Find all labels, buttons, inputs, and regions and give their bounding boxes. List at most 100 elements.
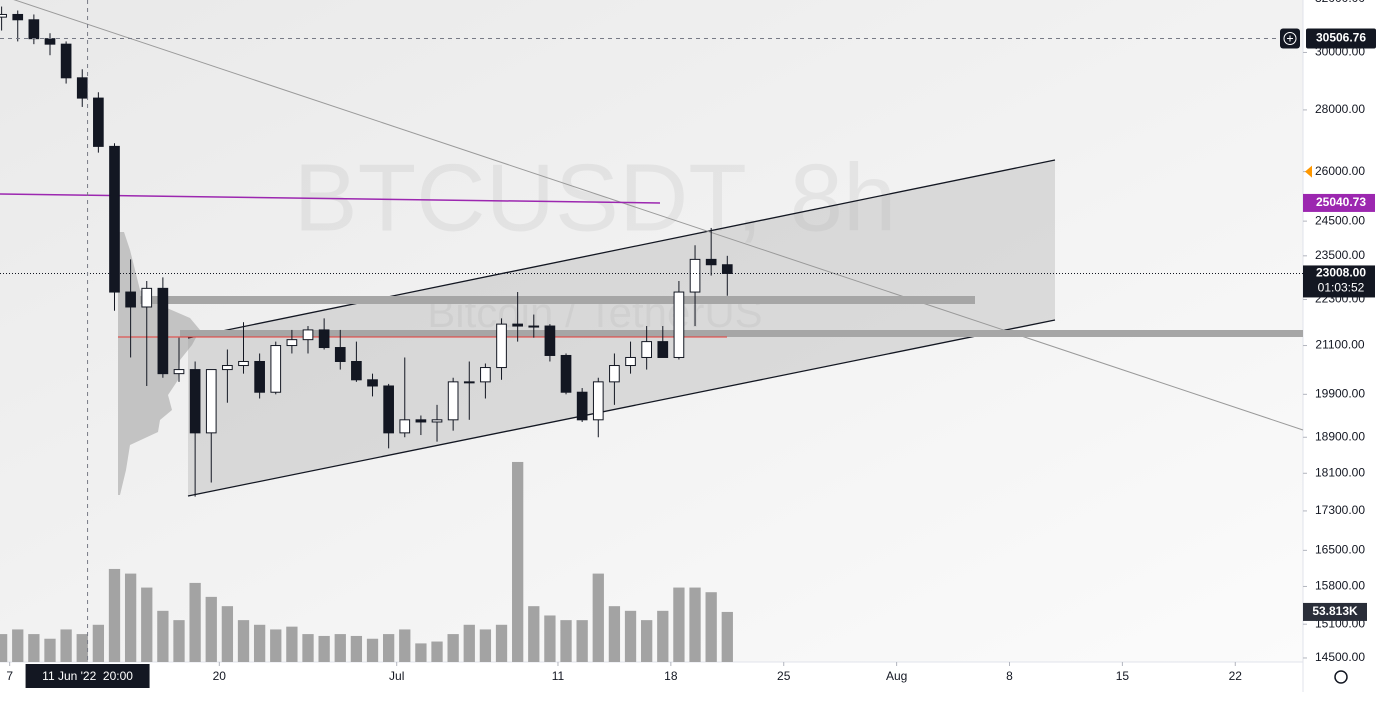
candle-body [609, 365, 620, 383]
volume-bar [641, 620, 653, 662]
candle-body [689, 258, 701, 293]
candle-body [109, 145, 120, 293]
volume-bar [221, 606, 234, 662]
x-tick-label: 7 [6, 669, 13, 683]
volume-bar [592, 573, 604, 662]
candle-body [673, 291, 685, 358]
candle-body [463, 381, 475, 384]
volume-bar [108, 568, 121, 662]
y-tick-label: 28000.00 [1315, 102, 1365, 116]
trend-line [13, 0, 1304, 431]
y-tick-label: 18100.00 [1315, 465, 1365, 479]
volume-bar [44, 638, 56, 662]
channel-lower [187, 319, 1056, 497]
candle-body [721, 264, 733, 274]
volume-bar [495, 624, 508, 662]
volume-bar [318, 635, 330, 662]
y-tick-label: 21100.00 [1315, 338, 1364, 352]
volume-bar [189, 582, 201, 662]
alert-marker [1305, 165, 1312, 178]
volume-bar [237, 620, 250, 662]
candle-body [480, 367, 491, 383]
volume-bar [302, 634, 314, 662]
volume-label: 53.813K [1312, 604, 1358, 618]
y-tick-label: 14500.00 [1315, 650, 1365, 664]
volume-bar [28, 634, 40, 662]
watermark: BTCUSDT, 8h [294, 144, 897, 251]
volume-bar [705, 592, 717, 662]
y-tick-label: 19900.00 [1315, 386, 1365, 400]
crosshair-price-label: 30506.76 [1316, 31, 1366, 45]
volume-bar [382, 634, 395, 662]
volume-bar [447, 634, 459, 662]
x-tick-label: 15 [1116, 669, 1130, 683]
y-tick-label: 17300.00 [1315, 503, 1365, 517]
volume-bar [270, 629, 282, 662]
candle-body [399, 419, 411, 434]
volume-bar [141, 587, 153, 662]
y-tick-label: 26000.00 [1315, 164, 1365, 178]
candle-body [383, 385, 394, 434]
candle-body [528, 325, 540, 328]
settings-icon[interactable] [1334, 670, 1348, 684]
last-price-label: 23008.00 [1316, 266, 1366, 280]
candle-body [415, 419, 427, 423]
volume-bar [624, 610, 637, 662]
candle-body [125, 291, 136, 308]
volume-bar [512, 461, 524, 662]
crosshair-time-label: 11 Jun '22 20:00 [42, 669, 133, 683]
candle-body [431, 419, 443, 423]
crosshair-price-box [1306, 28, 1376, 49]
volume-bar [431, 641, 443, 662]
last-price-box [1303, 265, 1375, 298]
volume-bar [657, 610, 669, 662]
add-icon [1283, 31, 1297, 45]
x-tick-label: 8 [1006, 669, 1013, 683]
volume-bar [12, 629, 24, 662]
volume-bar [721, 611, 733, 662]
countdown: 01:03:52 [1318, 281, 1365, 295]
volume-bar [673, 587, 685, 662]
volume-bar [544, 615, 556, 662]
volume-bar [205, 596, 217, 662]
series-layer: 32000.0030000.0028000.0026000.0024500.00… [0, 0, 1376, 688]
add-icon [1287, 35, 1293, 42]
candle-body [173, 369, 185, 375]
candle-body [270, 345, 282, 393]
candle-body [318, 329, 330, 349]
volume-bar [350, 635, 363, 662]
zone-bar [140, 296, 975, 304]
candle-body [351, 360, 362, 381]
volume-label-box [1303, 602, 1367, 621]
y-tick-label: 18900.00 [1315, 429, 1365, 443]
candle-body [447, 381, 459, 421]
candle-body [576, 391, 588, 421]
y-tick-label: 23500.00 [1315, 248, 1365, 262]
candle-body [28, 19, 40, 40]
volume-bar [608, 606, 621, 662]
candle-body [189, 369, 201, 434]
candle-body [141, 287, 153, 308]
candle-body [0, 13, 7, 18]
candle-body [592, 381, 604, 421]
volume-bar [528, 606, 540, 662]
volume-bar [253, 624, 266, 662]
y-tick-label: 16500.00 [1315, 543, 1365, 557]
candle-body [334, 347, 346, 362]
volume-bar [0, 634, 8, 662]
candle-body [76, 77, 88, 99]
candle-body [254, 360, 265, 393]
x-tick-label: Aug [886, 669, 907, 683]
channel-upper [187, 159, 1056, 339]
candle-body [12, 13, 24, 21]
x-tick-label: 11 [552, 669, 565, 683]
volume-bar [560, 620, 572, 662]
candle-body [625, 356, 636, 367]
crosshair-time-box [25, 664, 150, 688]
candle-body [93, 97, 104, 147]
volume-bar [415, 643, 427, 662]
candle-body [286, 339, 298, 347]
candle-body [44, 38, 56, 45]
